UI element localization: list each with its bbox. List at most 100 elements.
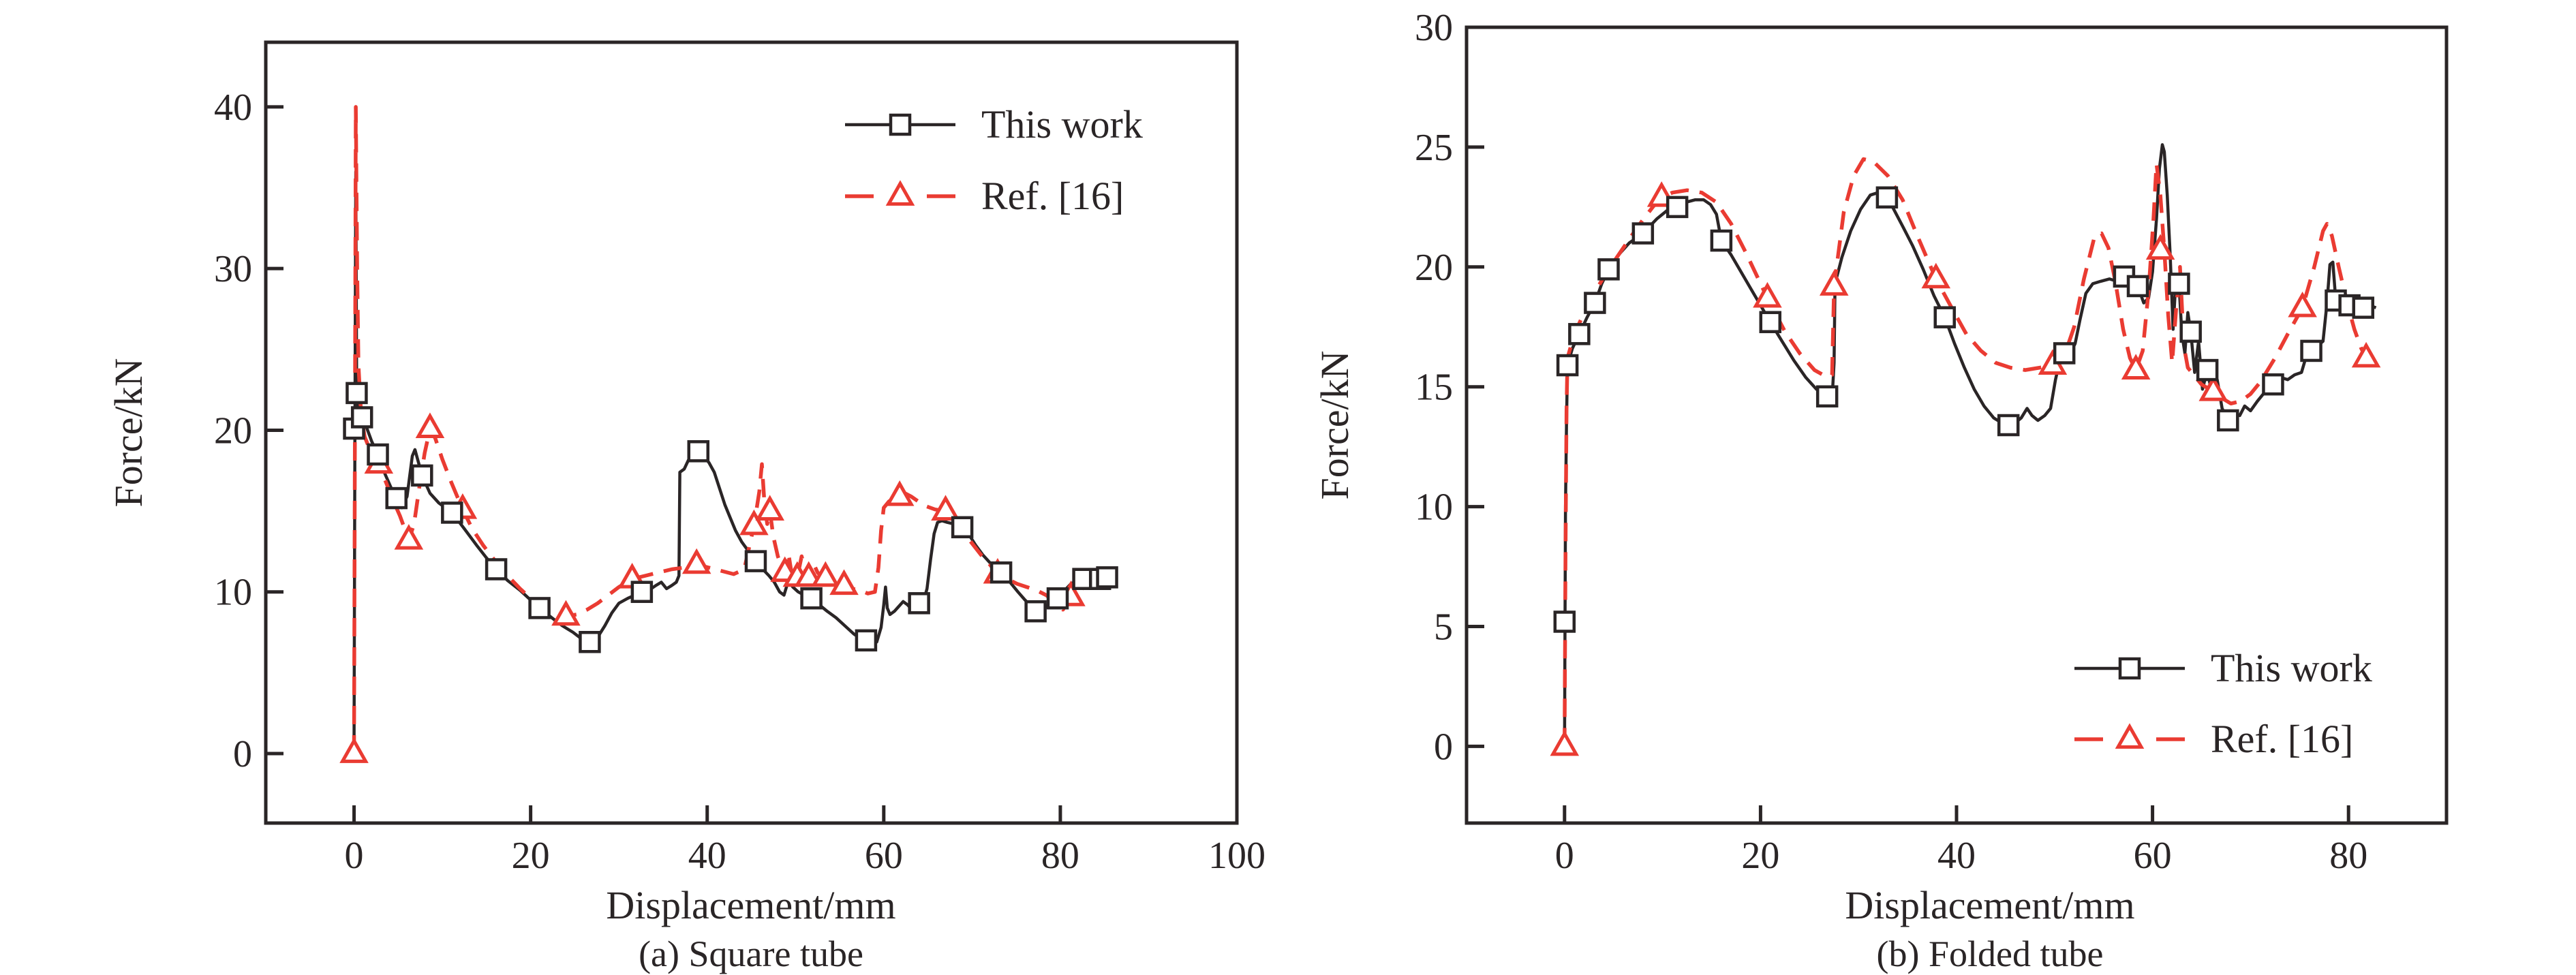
marker-triangle-ref16 (339, 737, 369, 763)
marker-triangle-ref16 (2351, 341, 2381, 368)
x-tick-label: 60 (865, 835, 903, 877)
y-tick-label: 30 (214, 248, 252, 290)
marker-square-this-work (687, 440, 710, 463)
marker-triangle-ref16 (551, 600, 581, 626)
marker-triangle-ref16 (394, 524, 424, 550)
marker-square-this-work (2053, 342, 2076, 365)
marker-square-this-work (744, 550, 767, 572)
plot-area-folded-tube: 0 20 40 60 80 0 5 10 15 20 25 30 (1415, 7, 2449, 877)
y-tick-label: 5 (1434, 606, 1453, 649)
x-tick-label: 20 (512, 835, 550, 877)
y-tick-label: 20 (1415, 247, 1453, 289)
marker-square-this-work (908, 592, 930, 615)
legend-label-b-ref16: Ref. [16] (2211, 717, 2353, 761)
x-tick-label: 0 (1555, 835, 1574, 877)
series-line-ref16 (352, 105, 1088, 754)
marker-square-this-work (411, 464, 433, 487)
marker-square-this-work (2168, 273, 2190, 295)
y-tick-label: 0 (233, 733, 252, 775)
y-tick-label: 15 (1415, 367, 1453, 409)
marker-square-this-work (350, 406, 373, 429)
marker-square-this-work (951, 516, 974, 539)
y-tick-label: 20 (214, 409, 252, 452)
marker-square-this-work (1759, 311, 1782, 333)
marker-triangle-ref16 (1550, 730, 1580, 756)
marker-square-this-work (2217, 409, 2239, 432)
marker-triangle-ref16 (2145, 234, 2175, 260)
marker-triangle-ref16 (2198, 375, 2228, 401)
marker-square-this-work (2196, 358, 2219, 382)
marker-square-this-work (1568, 323, 1591, 345)
marker-square-this-work (579, 631, 601, 653)
marker-square-this-work (385, 486, 408, 510)
legend-label-b-this-work: This work (2211, 646, 2372, 690)
y-tick-label: 10 (214, 572, 252, 614)
plot-frame (264, 40, 1239, 825)
plot-area-square-tube: 0 20 40 60 80 100 0 10 20 30 40 (214, 40, 1266, 877)
legend-marker-square (889, 113, 912, 136)
x-axis-label-a: Displacement/mm (606, 883, 895, 927)
caption-b: (b) Folded tube (1877, 933, 2104, 974)
marker-square-this-work (2126, 275, 2149, 298)
y-tick-label: 25 (1415, 127, 1453, 169)
plot-frame (1465, 25, 2449, 825)
marker-square-this-work (990, 561, 1013, 584)
marker-square-this-work (1096, 566, 1118, 589)
marker-square-this-work (1815, 385, 1839, 408)
marker-triangle-ref16 (931, 495, 960, 521)
marker-square-this-work (1046, 587, 1069, 610)
marker-square-this-work (346, 382, 368, 405)
legend-marker-triangle (2115, 723, 2145, 749)
series-line-ref16 (1563, 157, 2373, 747)
y-tick-label: 10 (1415, 486, 1453, 529)
marker-triangle-ref16 (1921, 262, 1951, 289)
marker-triangle-ref16 (755, 495, 784, 521)
marker-square-this-work (1875, 186, 1899, 209)
x-tick-label: 0 (345, 835, 364, 877)
caption-a: (a) Square tube (639, 933, 863, 974)
marker-square-this-work (1933, 306, 1956, 328)
x-tick-label: 40 (688, 835, 726, 877)
y-axis-label-a: Force/kN (106, 358, 151, 507)
marker-square-this-work (367, 443, 389, 466)
marker-square-this-work (528, 597, 551, 619)
marker-square-this-work (1997, 414, 2020, 437)
marker-square-this-work (485, 558, 508, 581)
y-tick-label: 40 (214, 87, 252, 129)
marker-square-this-work (800, 587, 823, 610)
marker-square-this-work (2352, 296, 2375, 319)
marker-triangle-ref16 (2288, 291, 2317, 318)
marker-square-this-work (2179, 320, 2202, 343)
y-axis-label-b: Force/kN (1313, 350, 1357, 499)
x-tick-label: 80 (2329, 835, 2367, 877)
x-tick-label: 40 (1937, 835, 1976, 877)
x-axis-label-b: Displacement/mm (1845, 883, 2134, 927)
marker-triangle-ref16 (885, 480, 915, 506)
legend-label-a-ref16: Ref. [16] (981, 174, 1124, 218)
marker-square-this-work (1556, 354, 1579, 377)
marker-square-this-work (1024, 600, 1047, 623)
y-tick-label: 30 (1415, 7, 1453, 49)
marker-square-this-work (1597, 258, 1620, 281)
marker-triangle-ref16 (2121, 354, 2151, 380)
x-tick-label: 100 (1208, 835, 1266, 877)
legend-marker-square (2118, 657, 2141, 680)
legend-marker-triangle (885, 180, 915, 206)
legend-label-a-this-work: This work (981, 102, 1143, 146)
marker-square-this-work (1666, 196, 1689, 219)
x-tick-label: 20 (1741, 835, 1779, 877)
marker-square-this-work (630, 581, 654, 603)
x-tick-label: 60 (2134, 835, 2172, 877)
y-tick-label: 0 (1434, 726, 1453, 768)
marker-square-this-work (1710, 229, 1733, 252)
marker-square-this-work (1553, 610, 1576, 633)
marker-triangle-ref16 (1819, 270, 1849, 296)
marker-square-this-work (1584, 292, 1606, 314)
marker-triangle-ref16 (415, 412, 445, 438)
marker-triangle-ref16 (681, 548, 711, 574)
x-tick-label: 80 (1041, 835, 1079, 877)
marker-square-this-work (1631, 222, 1655, 245)
marker-triangle-ref16 (739, 509, 769, 536)
marker-triangle-ref16 (811, 561, 840, 587)
